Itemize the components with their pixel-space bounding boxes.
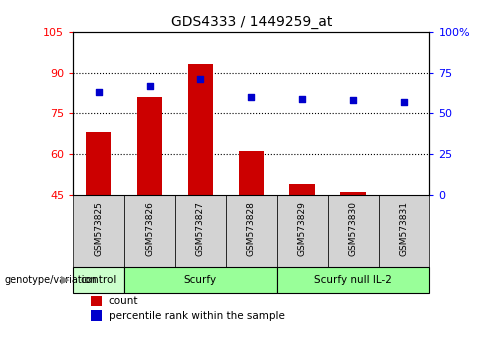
- Point: [197, 76, 204, 82]
- Point: [247, 94, 255, 100]
- Bar: [379, 195, 429, 267]
- Bar: [188, 64, 213, 195]
- Bar: [124, 195, 175, 267]
- Bar: [137, 97, 162, 195]
- Text: Scurfy null IL-2: Scurfy null IL-2: [314, 275, 392, 285]
- Point: [298, 96, 306, 102]
- Text: GSM573825: GSM573825: [94, 201, 103, 256]
- Title: GDS4333 / 1449259_at: GDS4333 / 1449259_at: [171, 16, 332, 29]
- Bar: [226, 195, 277, 267]
- Bar: [341, 192, 366, 195]
- Bar: [91, 296, 102, 306]
- Text: count: count: [109, 296, 138, 306]
- Bar: [327, 195, 379, 267]
- Bar: [86, 132, 111, 195]
- Text: GSM573831: GSM573831: [400, 201, 408, 256]
- Bar: [73, 267, 124, 293]
- Text: Scurfy: Scurfy: [184, 275, 217, 285]
- Point: [145, 83, 153, 88]
- Text: GSM573829: GSM573829: [298, 201, 307, 256]
- Text: GSM573830: GSM573830: [348, 201, 358, 256]
- Text: percentile rank within the sample: percentile rank within the sample: [109, 311, 285, 321]
- Bar: [73, 195, 124, 267]
- Bar: [124, 267, 277, 293]
- Point: [95, 89, 102, 95]
- Text: genotype/variation: genotype/variation: [5, 275, 98, 285]
- Text: GSM573828: GSM573828: [247, 201, 256, 256]
- Bar: [277, 267, 429, 293]
- Text: control: control: [81, 275, 117, 285]
- Text: GSM573827: GSM573827: [196, 201, 205, 256]
- Bar: [289, 184, 315, 195]
- Text: ▶: ▶: [61, 275, 69, 285]
- Text: GSM573826: GSM573826: [145, 201, 154, 256]
- Bar: [239, 152, 264, 195]
- Point: [349, 97, 357, 103]
- Bar: [175, 195, 226, 267]
- Bar: [91, 310, 102, 321]
- Point: [400, 99, 408, 105]
- Bar: [277, 195, 327, 267]
